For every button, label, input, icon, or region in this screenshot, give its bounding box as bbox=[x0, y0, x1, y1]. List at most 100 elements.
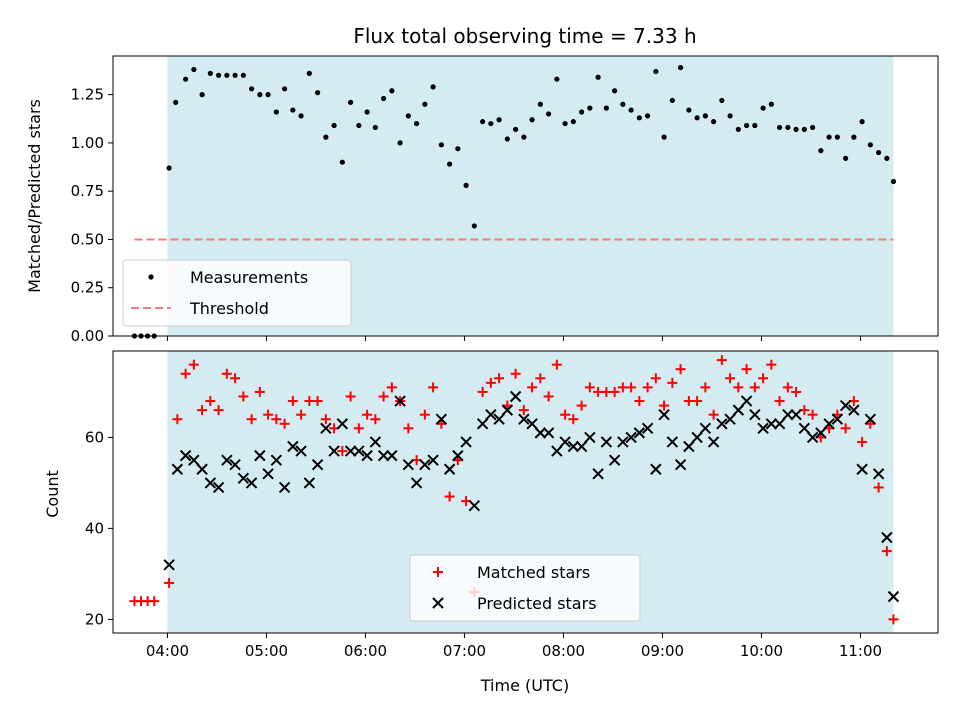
top-y-axis-label: Matched/Predicted stars bbox=[25, 99, 44, 293]
measurement-point bbox=[348, 99, 354, 105]
matched-stars-point bbox=[650, 373, 661, 384]
matched-stars-point bbox=[238, 391, 249, 402]
predicted-stars-point bbox=[468, 499, 481, 512]
matched-stars-point bbox=[510, 368, 521, 379]
predicted-stars-point bbox=[617, 436, 629, 448]
matched-stars-point bbox=[873, 482, 884, 493]
predicted-stars-point bbox=[501, 404, 514, 416]
matched-stars-point bbox=[791, 386, 802, 397]
predicted-stars-point bbox=[344, 445, 357, 457]
x-tick-label: 09:00 bbox=[641, 642, 684, 660]
measurement-point bbox=[686, 107, 692, 113]
measurement-point bbox=[867, 142, 873, 148]
predicted-stars-point bbox=[740, 395, 753, 407]
measurement-point bbox=[463, 182, 469, 188]
matched-stars-point bbox=[386, 382, 397, 393]
predicted-stars-point bbox=[410, 477, 423, 489]
matched-stars-point bbox=[362, 409, 373, 420]
predicted-stars-point bbox=[691, 431, 703, 444]
y-tick-label: 1.25 bbox=[71, 86, 104, 104]
matched-stars-point bbox=[477, 386, 488, 397]
measurement-point bbox=[488, 120, 494, 127]
predicted-stars-point bbox=[666, 436, 679, 448]
measurement-point bbox=[315, 90, 321, 96]
measurement-point bbox=[554, 76, 560, 82]
measurement-point bbox=[876, 149, 882, 156]
matched-stars-point bbox=[568, 414, 579, 425]
measurement-point bbox=[785, 124, 791, 131]
measurement-point bbox=[628, 107, 634, 113]
predicted-stars-point bbox=[509, 390, 522, 403]
predicted-stars-point bbox=[196, 463, 208, 475]
measurement-point bbox=[422, 101, 428, 107]
matched-stars-point bbox=[700, 382, 711, 393]
matched-stars-point bbox=[725, 373, 736, 384]
y-tick-label: 60 bbox=[85, 428, 104, 446]
measurement-point bbox=[793, 126, 799, 132]
matched-stars-point bbox=[692, 396, 703, 407]
y-tick-label: 1.00 bbox=[71, 134, 104, 152]
measurement-point bbox=[843, 155, 849, 161]
predicted-stars-point bbox=[782, 408, 794, 421]
measurement-point bbox=[455, 146, 461, 152]
predicted-stars-point bbox=[848, 404, 860, 416]
matched-stars-point bbox=[609, 386, 620, 397]
measurement-point bbox=[207, 70, 213, 76]
measurement-point bbox=[752, 122, 758, 129]
predicted-stars-point bbox=[575, 440, 588, 453]
predicted-stars-point bbox=[633, 427, 646, 439]
predicted-stars-point bbox=[592, 468, 604, 480]
matched-stars-point bbox=[782, 382, 793, 393]
measurement-point bbox=[447, 161, 453, 167]
measurement-point bbox=[579, 109, 585, 115]
series-matched-stars bbox=[129, 355, 899, 625]
matched-stars-point bbox=[428, 382, 439, 393]
measurement-point bbox=[727, 113, 733, 119]
predicted-stars-point bbox=[526, 418, 538, 430]
measurement-point bbox=[496, 117, 502, 123]
predicted-stars-point bbox=[254, 449, 266, 462]
measurement-point bbox=[265, 92, 271, 98]
matched-stars-point bbox=[221, 368, 232, 379]
measurement-point bbox=[257, 92, 263, 98]
predicted-stars-point bbox=[369, 436, 382, 448]
x-tick-label: 07:00 bbox=[443, 642, 486, 660]
predicted-stars-point bbox=[460, 436, 472, 448]
predicted-stars-point bbox=[204, 477, 217, 489]
measurement-point bbox=[859, 119, 865, 125]
matched-stars-point bbox=[485, 377, 496, 388]
matched-stars-point bbox=[197, 405, 208, 416]
predicted-stars-point bbox=[485, 408, 497, 421]
predicted-stars-point bbox=[559, 436, 571, 448]
bottom-panel: Count Time (UTC) 04:00 05:00 06:00 07:00 08:… bbox=[43, 350, 939, 695]
measurement-point bbox=[694, 115, 700, 121]
predicted-stars-point bbox=[353, 445, 365, 457]
measurement-point bbox=[199, 92, 205, 98]
matched-stars-point bbox=[881, 546, 892, 557]
bottom-y-axis-label: Count bbox=[43, 470, 62, 518]
measurement-point bbox=[438, 142, 444, 148]
matched-stars-point bbox=[378, 391, 389, 402]
predicted-stars-point bbox=[798, 422, 811, 435]
matched-stars-point bbox=[213, 405, 224, 416]
predicted-stars-point bbox=[311, 459, 324, 471]
measurement-point bbox=[760, 105, 766, 111]
y-tick-label: 0.00 bbox=[71, 327, 104, 345]
matched-stars-point bbox=[535, 373, 546, 384]
predicted-stars-point bbox=[262, 468, 274, 480]
measurement-point bbox=[711, 119, 717, 125]
measurement-point bbox=[521, 134, 527, 140]
predicted-stars-point bbox=[856, 463, 868, 475]
measurement-point bbox=[249, 86, 255, 92]
measurement-point bbox=[405, 113, 411, 119]
matched-stars-point bbox=[370, 414, 381, 425]
matched-stars-point bbox=[551, 359, 562, 370]
predicted-stars-point bbox=[336, 418, 349, 430]
matched-stars-point bbox=[188, 359, 199, 370]
predicted-stars-point bbox=[567, 440, 580, 453]
predicted-stars-point bbox=[278, 481, 291, 494]
predicted-stars-point bbox=[320, 422, 332, 435]
matched-stars-point bbox=[634, 396, 645, 407]
predicted-stars-point bbox=[625, 431, 637, 444]
measurement-point bbox=[331, 122, 337, 129]
